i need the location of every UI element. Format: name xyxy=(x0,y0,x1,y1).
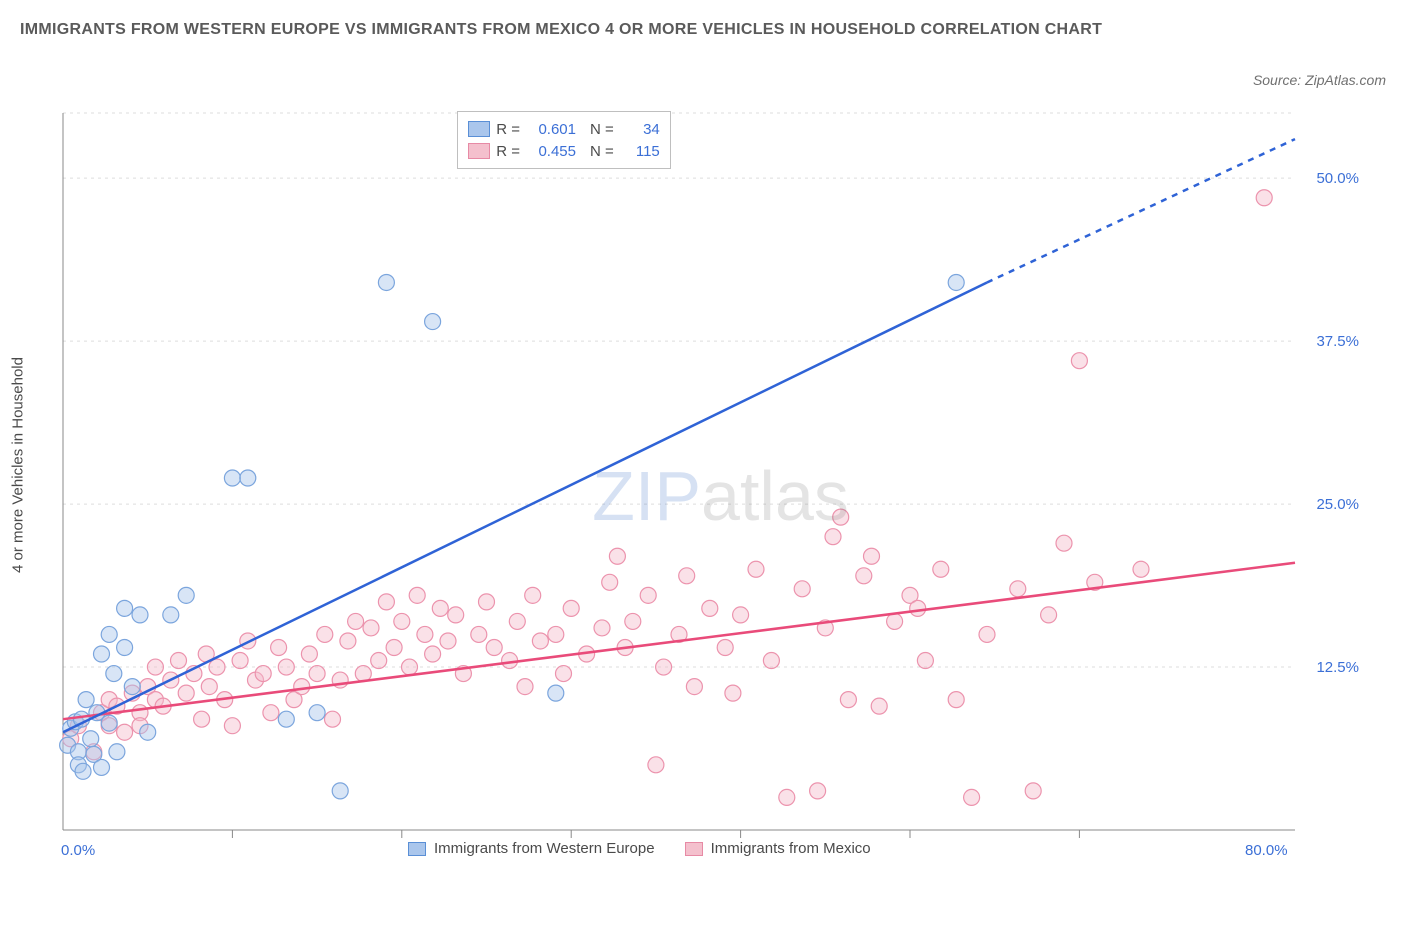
svg-text:12.5%: 12.5% xyxy=(1316,659,1359,676)
legend-swatch xyxy=(468,121,490,137)
legend-row: R = 0.601 N = 34 xyxy=(468,118,660,140)
x-axis-max-label: 80.0% xyxy=(1245,842,1288,859)
legend-swatch xyxy=(468,143,490,159)
chart-title: IMMIGRANTS FROM WESTERN EUROPE VS IMMIGR… xyxy=(20,18,1386,42)
legend-r-label: R = xyxy=(496,143,520,160)
legend-r-label: R = xyxy=(496,121,520,138)
legend-r-value: 0.455 xyxy=(526,143,576,160)
svg-text:50.0%: 50.0% xyxy=(1316,170,1359,187)
legend-swatch xyxy=(685,842,703,856)
correlation-legend-box: R = 0.601 N = 34 R = 0.455 N = 115 xyxy=(457,111,671,169)
series-name: Immigrants from Mexico xyxy=(711,840,871,857)
legend-n-label: N = xyxy=(590,143,614,160)
legend-n-value: 34 xyxy=(620,121,660,138)
legend-n-label: N = xyxy=(590,121,614,138)
svg-text:25.0%: 25.0% xyxy=(1316,496,1359,513)
legend-swatch xyxy=(408,842,426,856)
series-name: Immigrants from Western Europe xyxy=(434,840,655,857)
series-legend-item: Immigrants from Mexico xyxy=(685,840,871,857)
legend-r-value: 0.601 xyxy=(526,121,576,138)
x-axis-origin-label: 0.0% xyxy=(61,842,95,859)
series-legend-item: Immigrants from Western Europe xyxy=(408,840,655,857)
source-attribution: Source: ZipAtlas.com xyxy=(1253,72,1386,88)
legend-n-value: 115 xyxy=(620,143,660,160)
chart-plot-area: 12.5%25.0%37.5%50.0% ZIPatlas R =0.601N … xyxy=(55,105,1386,910)
legend-row: R = 0.455 N = 115 xyxy=(468,140,660,162)
svg-text:37.5%: 37.5% xyxy=(1316,333,1359,350)
series-legend: Immigrants from Western Europe Immigrants… xyxy=(408,840,871,857)
scatter-chart-svg: 12.5% 25.0% 37.5% 50.0% xyxy=(55,105,1365,865)
y-axis-title: 4 or more Vehicles in Household xyxy=(10,357,27,573)
